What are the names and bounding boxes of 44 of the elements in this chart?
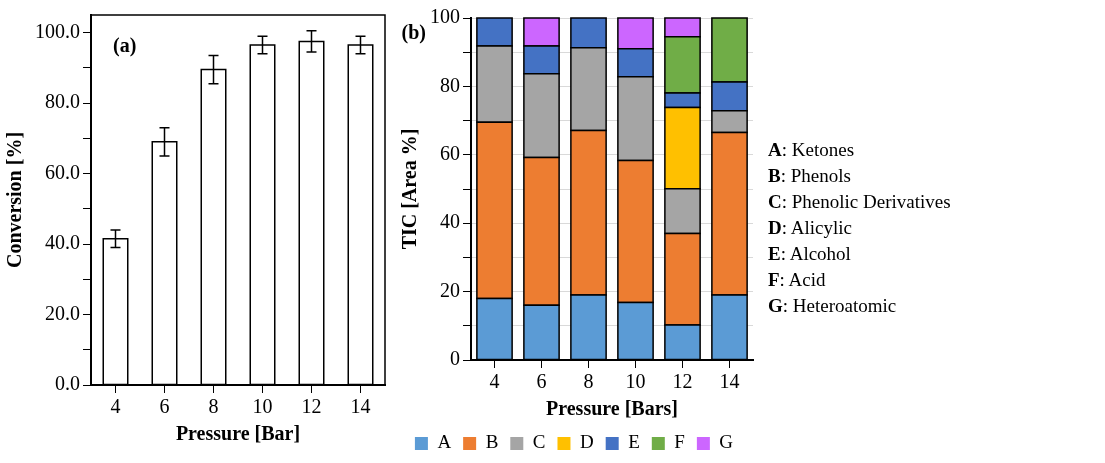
legend-label: A [437,431,452,453]
text: F: Acid [768,268,827,292]
text: B: Phenols [768,164,852,188]
x-tick-label: 6 [536,370,547,393]
x-tick-label: 14 [350,395,371,418]
y-tick-label: 100.0 [35,19,80,42]
y-tick-label: 60.0 [45,160,80,183]
y-tick-label: 0.0 [55,372,80,395]
text: G: Heteroatomic [768,294,898,318]
x-tick-label: 6 [159,395,170,418]
y-tick-label: 20 [440,278,460,301]
x-tick-label: 8 [583,370,594,393]
y-tick-label: 40 [440,210,460,233]
x-axis-title: Pressure [Bar] [175,422,301,445]
legend-label: G [719,431,734,453]
y-tick-label: 80.0 [45,90,80,113]
text: C: Phenolic Derivatives [768,190,951,214]
y-tick-label: 20.0 [45,301,80,324]
text: E: Alcohol [768,242,852,266]
x-tick-label: 4 [489,370,500,393]
x-tick-label: 12 [672,370,693,393]
x-tick-label: 10 [625,370,646,393]
text: (b) [401,21,426,45]
y-axis-title: Conversion [%] [3,131,26,269]
legend-label: C [532,431,546,453]
y-axis-title: TIC [Area %] [398,128,421,250]
legend-label: E [628,431,640,453]
legend-label: D [579,431,594,453]
annotation: (a) [113,34,137,58]
legend-label: F [674,431,685,453]
y-tick-label: 40.0 [45,231,80,254]
x-tick-label: 10 [252,395,273,418]
legend-label: B [485,431,499,453]
x-tick-label: 14 [719,370,740,393]
x-tick-label: 12 [301,395,322,418]
y-tick-label: 60 [440,142,460,165]
y-tick-label: 80 [440,73,460,96]
x-tick-label: 8 [208,395,219,418]
x-tick-label: 4 [110,395,121,418]
y-tick-label: 0 [450,347,460,370]
x-axis-title: Pressure [Bars] [545,397,679,420]
text: D: Alicylic [768,216,853,240]
text: A: Ketones [768,138,856,162]
y-tick-label: 100 [430,5,460,28]
